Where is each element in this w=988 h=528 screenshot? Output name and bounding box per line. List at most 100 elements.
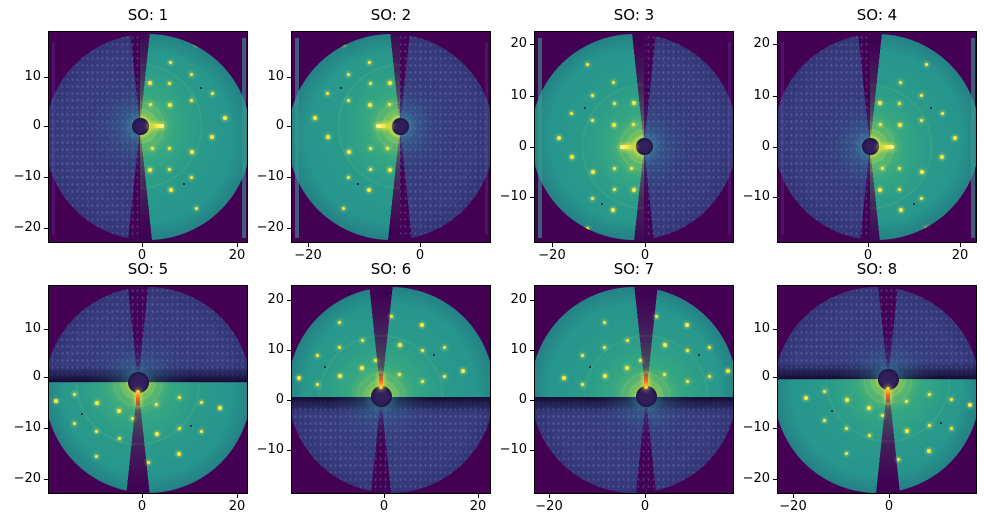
bragg-peak [195, 207, 199, 211]
edge-vignette [778, 34, 976, 240]
dead-pixel-speck [183, 183, 186, 186]
beamstop [131, 117, 149, 135]
edge-vignette [535, 34, 733, 240]
y-tick-label: 10 [753, 87, 770, 103]
y-tick-label: 0 [275, 117, 284, 133]
beamstop [370, 386, 392, 408]
bragg-peak [580, 354, 584, 358]
y-tick-mark [773, 376, 777, 378]
detector-edge-strip [538, 38, 542, 238]
bragg-peak [367, 188, 372, 193]
bragg-peak [919, 170, 924, 175]
bragg-peak [189, 150, 194, 155]
y-tick-mark [773, 44, 777, 46]
subplot-so-3 [534, 31, 734, 243]
bragg-peak [420, 379, 424, 383]
y-tick-label: 20 [267, 291, 284, 307]
bragg-peak [953, 136, 958, 141]
x-tick-mark [142, 494, 143, 498]
bragg-peak [920, 93, 923, 97]
y-tick-label: −10 [499, 188, 527, 204]
bragg-peak [368, 168, 372, 172]
x-tick-label: 0 [415, 248, 425, 263]
y-tick-label: 10 [510, 341, 527, 357]
bragg-peak [845, 451, 849, 455]
subplot-so-7 [534, 285, 734, 494]
dead-pixel-speck [432, 353, 435, 356]
bragg-peak [591, 93, 594, 97]
x-tick-label: 20 [469, 499, 487, 514]
x-tick-label: 0 [640, 248, 650, 263]
bragg-peak [639, 359, 643, 363]
dead-pixel-speck [189, 425, 192, 428]
bragg-peak [338, 345, 342, 349]
y-tick-mark [44, 376, 48, 378]
bragg-peak [878, 123, 882, 127]
x-tick-label: −20 [535, 499, 563, 514]
x-tick-label: 20 [228, 499, 246, 514]
dead-pixel-speck [600, 203, 603, 206]
bragg-peak [685, 379, 689, 383]
bragg-peak [312, 116, 317, 121]
y-tick-label: 0 [32, 117, 41, 133]
bragg-peak [663, 372, 667, 376]
bragg-peak [625, 365, 630, 370]
bragg-peak [218, 405, 223, 410]
beam-spot [379, 372, 383, 389]
bragg-peak [443, 345, 447, 349]
beam-spot [136, 390, 140, 407]
bragg-peak [881, 413, 885, 417]
bragg-peak [950, 398, 954, 402]
subplot-so-4 [777, 31, 977, 243]
y-tick-label: 10 [267, 341, 284, 357]
bragg-peak [920, 196, 923, 200]
bragg-peak [367, 61, 371, 65]
edge-vignette [292, 34, 490, 240]
bragg-peak [940, 112, 944, 116]
subplot-title: SO: 2 [370, 6, 412, 24]
bragg-peak [925, 227, 929, 231]
bragg-peak [387, 81, 392, 86]
bragg-peak [845, 426, 849, 430]
y-tick-mark [773, 146, 777, 148]
bragg-peak [389, 314, 393, 318]
bragg-peak [346, 150, 351, 155]
y-tick-mark [773, 196, 777, 198]
y-tick-label: 0 [32, 368, 41, 384]
dead-pixel-speck [913, 203, 916, 206]
bragg-peak [148, 103, 152, 107]
bragg-peak [654, 314, 658, 318]
x-tick-label: 0 [379, 499, 389, 514]
bragg-peak [131, 416, 135, 420]
bragg-peak [72, 393, 76, 397]
y-tick-label: 0 [518, 391, 527, 407]
x-tick-label: 0 [137, 248, 147, 263]
x-tick-label: −20 [294, 248, 322, 263]
bragg-peak [940, 154, 945, 159]
bragg-peak [315, 382, 319, 386]
bragg-peak [625, 338, 629, 342]
bragg-peak [223, 116, 228, 121]
bragg-peak [398, 372, 402, 376]
bragg-peak [347, 73, 350, 77]
bragg-peak [94, 400, 99, 405]
bragg-peak [612, 166, 616, 170]
bragg-peak [190, 176, 193, 180]
y-tick-mark [530, 44, 534, 46]
bragg-peak [880, 166, 884, 170]
beam-spot [878, 144, 894, 149]
bragg-peak [95, 454, 99, 458]
bragg-peak [925, 62, 929, 66]
y-tick-mark [287, 299, 291, 301]
y-tick-mark [44, 77, 48, 78]
bragg-peak [177, 427, 181, 431]
dead-pixel-speck [356, 183, 359, 186]
y-tick-label: −10 [13, 169, 41, 185]
x-tick-mark [645, 243, 646, 247]
bragg-peak [374, 359, 378, 363]
x-tick-mark [793, 494, 794, 498]
bragg-peak [420, 322, 425, 327]
bragg-peak [630, 166, 634, 170]
detector-disc [535, 34, 733, 240]
y-tick-mark [44, 328, 48, 330]
